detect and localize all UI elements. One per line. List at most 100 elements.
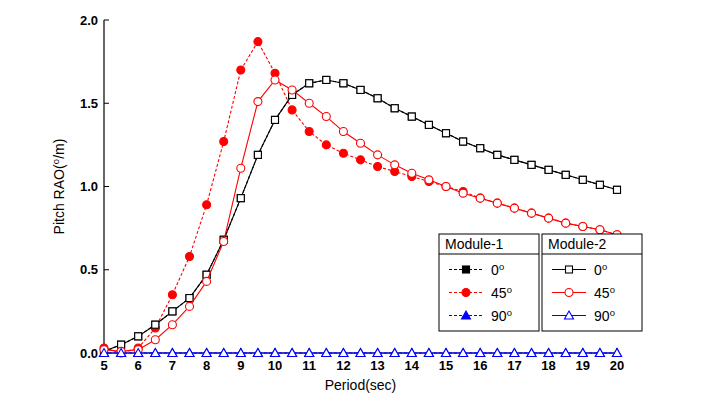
- data-point: [254, 98, 262, 106]
- data-point: [271, 349, 280, 357]
- data-point: [442, 183, 450, 191]
- x-tick-label: 17: [507, 358, 521, 373]
- data-point: [339, 149, 347, 157]
- legend-label: 45⁰: [491, 285, 513, 301]
- data-point: [494, 151, 501, 158]
- legend-box: [439, 234, 539, 331]
- data-point: [117, 349, 126, 357]
- data-point: [562, 171, 569, 178]
- data-point: [596, 226, 604, 234]
- x-tick-label: 12: [336, 358, 350, 373]
- data-point: [135, 333, 142, 340]
- series-line: [104, 80, 617, 351]
- data-point: [254, 151, 261, 158]
- data-point: [237, 195, 244, 202]
- data-point: [357, 86, 364, 93]
- data-point: [511, 156, 518, 163]
- data-point: [374, 95, 381, 102]
- y-tick-label: 1.5: [80, 96, 98, 111]
- data-point: [374, 163, 382, 171]
- x-tick-label: 15: [439, 358, 453, 373]
- data-point: [202, 349, 211, 357]
- data-point: [152, 321, 159, 328]
- data-point: [220, 237, 228, 245]
- data-point: [511, 156, 518, 163]
- data-point: [152, 321, 159, 328]
- data-point: [613, 349, 622, 357]
- data-point: [493, 349, 502, 357]
- legend-label: 0⁰: [594, 262, 608, 278]
- y-tick-label: 0.5: [80, 262, 98, 277]
- data-point: [237, 164, 245, 172]
- data-point: [288, 106, 296, 114]
- data-point: [186, 295, 193, 302]
- data-point: [134, 349, 143, 357]
- y-tick: [104, 20, 109, 21]
- data-point: [356, 349, 365, 357]
- data-point: [203, 277, 211, 285]
- x-tick-label: 11: [302, 358, 316, 373]
- chart: 0.00.51.01.52.05678910111213141516171819…: [0, 0, 727, 394]
- x-tick-label: 7: [169, 358, 176, 373]
- data-point: [477, 145, 484, 152]
- data-point: [340, 80, 347, 87]
- legend-box: [542, 234, 642, 331]
- data-point: [408, 113, 415, 120]
- data-point: [322, 141, 330, 149]
- legend-marker: [462, 311, 471, 319]
- y-tick: [104, 103, 109, 104]
- data-point: [357, 86, 364, 93]
- data-point: [595, 349, 604, 357]
- data-point: [272, 116, 279, 123]
- x-tick-label: 16: [473, 358, 487, 373]
- data-point: [443, 130, 450, 137]
- data-point: [596, 226, 604, 234]
- series-line: [104, 80, 617, 351]
- data-point: [425, 176, 433, 184]
- data-point: [459, 349, 468, 357]
- data-point: [510, 204, 518, 212]
- data-point: [169, 308, 176, 315]
- data-point: [545, 166, 552, 173]
- data-point: [579, 222, 587, 230]
- legend-divider: [439, 254, 539, 255]
- data-point: [390, 349, 399, 357]
- data-point: [528, 161, 535, 168]
- data-point: [340, 80, 347, 87]
- data-point: [442, 183, 450, 191]
- data-point: [374, 95, 381, 102]
- legend-label: 0⁰: [491, 262, 505, 278]
- data-point: [408, 113, 415, 120]
- data-point: [391, 161, 399, 169]
- data-point: [271, 76, 279, 84]
- series: [100, 349, 622, 357]
- data-point: [442, 349, 451, 357]
- legend-label: 90⁰: [491, 308, 513, 324]
- data-point: [288, 349, 297, 357]
- data-point: [322, 113, 330, 121]
- data-point: [151, 336, 159, 344]
- data-point: [219, 349, 228, 357]
- data-point: [169, 308, 176, 315]
- data-point: [528, 209, 536, 217]
- x-tick-label: 18: [541, 358, 555, 373]
- data-point: [135, 333, 142, 340]
- data-point: [579, 176, 586, 183]
- data-point: [168, 349, 177, 357]
- data-point: [476, 194, 484, 202]
- x-tick-label: 10: [268, 358, 282, 373]
- data-point: [579, 176, 586, 183]
- data-point: [322, 349, 331, 357]
- data-point: [579, 222, 587, 230]
- legend-label: 90⁰: [594, 308, 616, 324]
- x-tick-label: 14: [405, 358, 420, 373]
- data-point: [408, 169, 416, 177]
- data-point: [323, 76, 330, 83]
- data-point: [596, 181, 603, 188]
- series: [100, 349, 622, 357]
- data-point: [407, 349, 416, 357]
- data-point: [254, 38, 262, 46]
- data-point: [357, 156, 365, 164]
- x-tick-label: 20: [610, 358, 624, 373]
- legend-divider: [542, 254, 642, 255]
